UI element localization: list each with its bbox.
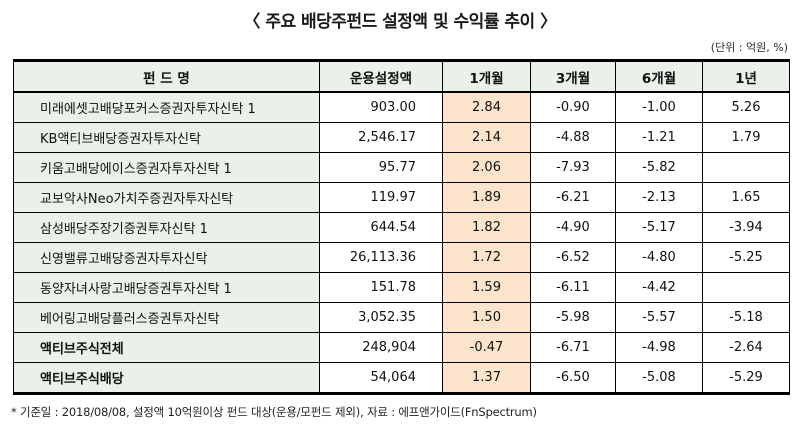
return-1m-cell: 2.06	[442, 152, 531, 183]
footnote: * 기준일 : 2018/08/08, 설정액 10억원이상 펀드 대상(운용/…	[11, 405, 537, 419]
fund-name-cell: KB액티브배당증권자투자신탁	[13, 122, 320, 153]
aum-cell: 903.00	[319, 91, 443, 123]
return-1y-cell	[702, 152, 790, 183]
col-header-6m: 6개월	[615, 60, 703, 93]
table-row: 삼성배당주장기증권투자신탁 1 644.54 1.82 -4.90 -5.17 …	[13, 212, 790, 243]
return-6m-cell: -4.98	[615, 332, 703, 363]
aum-cell: 26,113.36	[319, 242, 443, 273]
return-1y-cell: 1.65	[702, 182, 790, 213]
fund-name-cell: 삼성배당주장기증권투자신탁 1	[13, 212, 320, 243]
return-1y-cell: -5.25	[702, 242, 790, 273]
aum-cell: 95.77	[319, 152, 443, 183]
return-3m-cell: -6.50	[530, 362, 616, 394]
table-row: 동양자녀사랑고배당증권투자신탁 1 151.78 1.59 -6.11 -4.4…	[13, 272, 790, 303]
fund-name-cell: 액티브주식전체	[13, 332, 320, 363]
return-6m-cell: -5.82	[615, 152, 703, 183]
aum-cell: 248,904	[319, 332, 443, 363]
fund-name-cell: 베어링고배당플러스증권투자신탁	[13, 302, 320, 333]
return-6m-cell: -5.17	[615, 212, 703, 243]
return-3m-cell: -7.93	[530, 152, 616, 183]
return-1m-cell: -0.47	[442, 332, 531, 363]
return-1m-cell: 1.82	[442, 212, 531, 243]
table-row: 액티브주식배당 54,064 1.37 -6.50 -5.08 -5.29	[13, 362, 790, 394]
return-1m-cell: 2.84	[442, 91, 531, 123]
fund-name-cell: 키움고배당에이스증권자투자신탁 1	[13, 152, 320, 183]
table-row: 미래에셋고배당포커스증권자투자신탁 1 903.00 2.84 -0.90 -1…	[13, 91, 790, 123]
return-1y-cell: 1.79	[702, 122, 790, 153]
aum-cell: 54,064	[319, 362, 443, 394]
header-row: 펀 드 명 운용설정액 1개월 3개월 6개월 1년	[13, 60, 790, 93]
return-6m-cell: -2.13	[615, 182, 703, 213]
return-1m-cell: 1.59	[442, 272, 531, 303]
col-header-1y: 1년	[702, 60, 790, 93]
return-1y-cell: 5.26	[702, 91, 790, 123]
return-3m-cell: -6.52	[530, 242, 616, 273]
return-6m-cell: -4.42	[615, 272, 703, 303]
table-row: 신영밸류고배당증권자투자신탁 26,113.36 1.72 -6.52 -4.8…	[13, 242, 790, 273]
col-header-1m: 1개월	[442, 60, 531, 93]
return-3m-cell: -4.88	[530, 122, 616, 153]
return-1m-cell: 1.50	[442, 302, 531, 333]
return-1m-cell: 1.72	[442, 242, 531, 273]
return-3m-cell: -6.11	[530, 272, 616, 303]
return-1y-cell: -5.18	[702, 302, 790, 333]
fund-name-cell: 미래에셋고배당포커스증권자투자신탁 1	[13, 91, 320, 123]
return-6m-cell: -5.57	[615, 302, 703, 333]
return-1y-cell	[702, 272, 790, 303]
page-title: 〈 주요 배당주펀드 설정액 및 수익률 추이 〉	[243, 12, 557, 32]
unit-note: (단위 : 억원, %)	[710, 41, 788, 54]
fund-name-cell: 액티브주식배당	[13, 362, 320, 394]
return-6m-cell: -1.00	[615, 91, 703, 123]
table-row: 액티브주식전체 248,904 -0.47 -6.71 -4.98 -2.64	[13, 332, 790, 363]
col-header-3m: 3개월	[530, 60, 616, 93]
fund-name-cell: 교보악사Neo가치주증권자투자신탁	[13, 182, 320, 213]
return-6m-cell: -1.21	[615, 122, 703, 153]
table-row: 키움고배당에이스증권자투자신탁 1 95.77 2.06 -7.93 -5.82	[13, 152, 790, 183]
col-header-aum: 운용설정액	[319, 60, 443, 93]
return-1y-cell: -3.94	[702, 212, 790, 243]
aum-cell: 2,546.17	[319, 122, 443, 153]
table-row: 베어링고배당플러스증권투자신탁 3,052.35 1.50 -5.98 -5.5…	[13, 302, 790, 333]
aum-cell: 119.97	[319, 182, 443, 213]
return-3m-cell: -6.71	[530, 332, 616, 363]
return-1m-cell: 2.14	[442, 122, 531, 153]
fund-name-cell: 신영밸류고배당증권자투자신탁	[13, 242, 320, 273]
return-1m-cell: 1.37	[442, 362, 531, 394]
return-3m-cell: -6.21	[530, 182, 616, 213]
return-1m-cell: 1.89	[442, 182, 531, 213]
aum-cell: 644.54	[319, 212, 443, 243]
return-6m-cell: -4.80	[615, 242, 703, 273]
aum-cell: 3,052.35	[319, 302, 443, 333]
return-3m-cell: -5.98	[530, 302, 616, 333]
return-3m-cell: -4.90	[530, 212, 616, 243]
return-3m-cell: -0.90	[530, 91, 616, 123]
table-row: KB액티브배당증권자투자신탁 2,546.17 2.14 -4.88 -1.21…	[13, 122, 790, 153]
return-6m-cell: -5.08	[615, 362, 703, 394]
table-row: 교보악사Neo가치주증권자투자신탁 119.97 1.89 -6.21 -2.1…	[13, 182, 790, 213]
fund-table: 펀 드 명 운용설정액 1개월 3개월 6개월 1년 미래에셋고배당포커스증권자…	[13, 59, 790, 395]
col-header-fund-name: 펀 드 명	[13, 60, 320, 93]
fund-name-cell: 동양자녀사랑고배당증권투자신탁 1	[13, 272, 320, 303]
aum-cell: 151.78	[319, 272, 443, 303]
return-1y-cell: -5.29	[702, 362, 790, 394]
return-1y-cell: -2.64	[702, 332, 790, 363]
